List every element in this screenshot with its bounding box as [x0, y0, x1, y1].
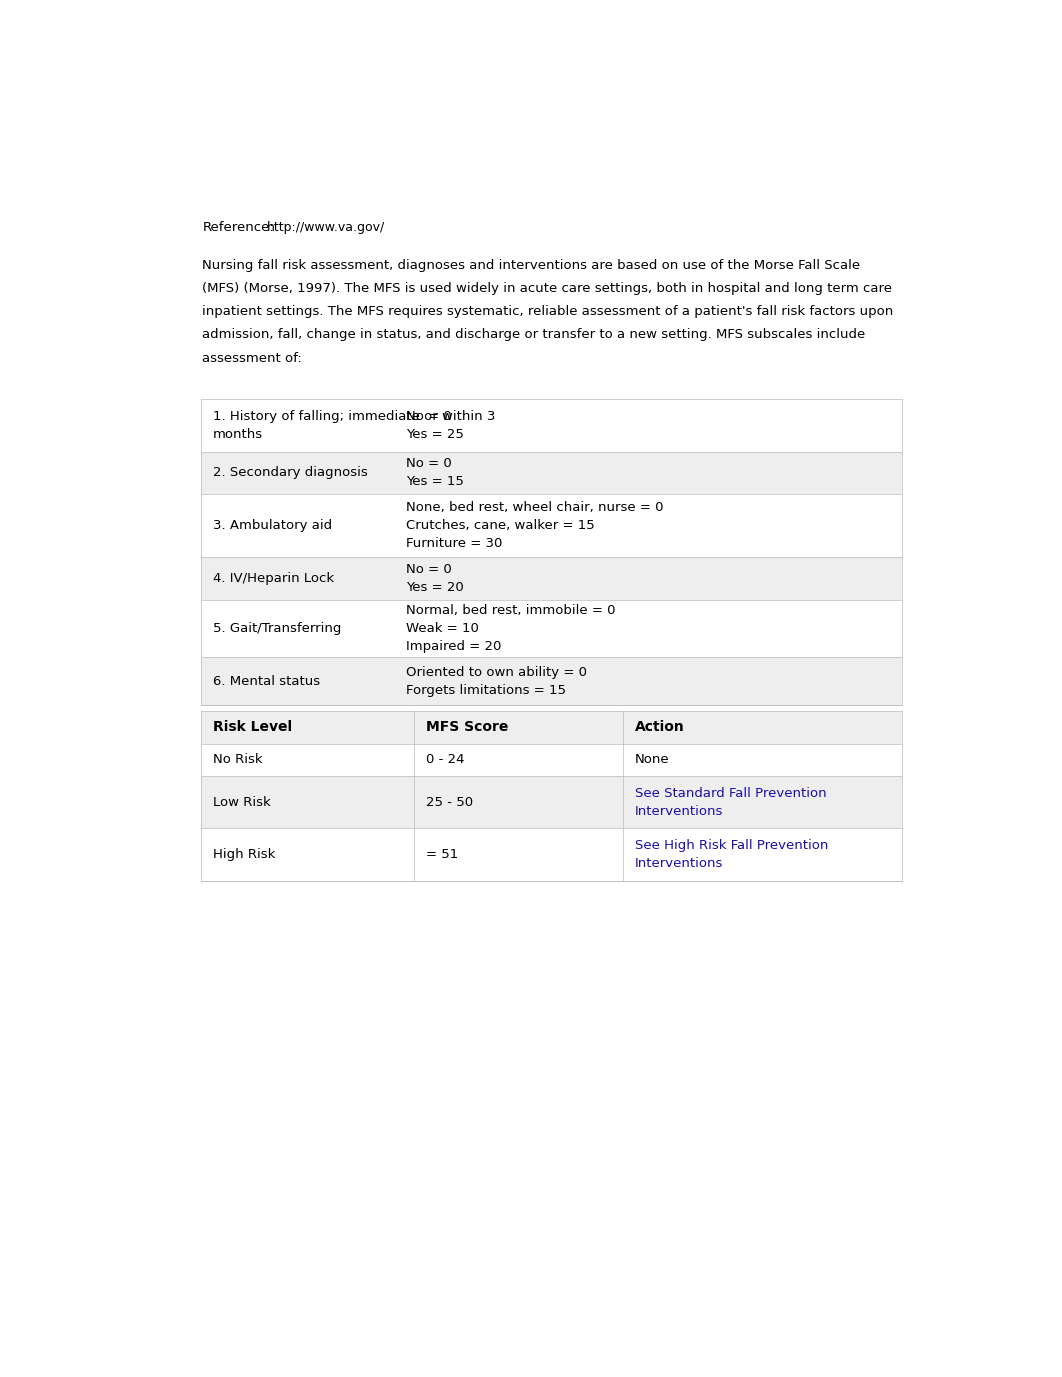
Bar	[201, 399, 902, 452]
Text: No = 0
Yes = 15: No = 0 Yes = 15	[407, 457, 464, 489]
Text: None, bed rest, wheel chair, nurse = 0
Crutches, cane, walker = 15
Furniture = 3: None, bed rest, wheel chair, nurse = 0 C…	[407, 501, 664, 549]
Text: 6. Mental status: 6. Mental status	[212, 675, 320, 687]
Bar	[201, 711, 902, 744]
Text: 2. Secondary diagnosis: 2. Secondary diagnosis	[212, 467, 367, 479]
Bar	[201, 399, 902, 705]
Bar	[201, 599, 902, 657]
Text: http://www.va.gov/: http://www.va.gov/	[267, 220, 386, 234]
Text: admission, fall, change in status, and discharge or transfer to a new setting. M: admission, fall, change in status, and d…	[203, 329, 866, 341]
Text: Reference:: Reference:	[203, 220, 274, 234]
Text: See High Risk Fall Prevention
Interventions: See High Risk Fall Prevention Interventi…	[635, 839, 828, 870]
Text: 3. Ambulatory aid: 3. Ambulatory aid	[212, 519, 331, 532]
Text: inpatient settings. The MFS requires systematic, reliable assessment of a patien: inpatient settings. The MFS requires sys…	[203, 306, 894, 318]
Text: 0 - 24: 0 - 24	[426, 753, 464, 766]
Text: See Standard Fall Prevention
Interventions: See Standard Fall Prevention Interventio…	[635, 786, 826, 818]
Text: assessment of:: assessment of:	[203, 351, 303, 365]
Bar	[201, 828, 902, 880]
Text: No = 0
Yes = 25: No = 0 Yes = 25	[407, 410, 464, 441]
Text: No = 0
Yes = 20: No = 0 Yes = 20	[407, 563, 464, 593]
Text: 5. Gait/Transferring: 5. Gait/Transferring	[212, 622, 341, 635]
Bar	[201, 494, 902, 558]
Text: Oriented to own ability = 0
Forgets limitations = 15: Oriented to own ability = 0 Forgets limi…	[407, 665, 587, 697]
Text: Risk Level: Risk Level	[212, 720, 292, 734]
Text: 25 - 50: 25 - 50	[426, 796, 473, 808]
Text: MFS Score: MFS Score	[426, 720, 508, 734]
Text: None: None	[635, 753, 669, 766]
Text: 4. IV/Heparin Lock: 4. IV/Heparin Lock	[212, 571, 333, 585]
Text: Action: Action	[635, 720, 685, 734]
Text: High Risk: High Risk	[212, 848, 275, 861]
Text: = 51: = 51	[426, 848, 458, 861]
Text: 1. History of falling; immediate or within 3
months: 1. History of falling; immediate or with…	[212, 410, 495, 441]
Text: Nursing fall risk assessment, diagnoses and interventions are based on use of th: Nursing fall risk assessment, diagnoses …	[203, 259, 860, 273]
Bar	[201, 744, 902, 775]
Text: No Risk: No Risk	[212, 753, 262, 766]
Text: Low Risk: Low Risk	[212, 796, 271, 808]
Text: (MFS) (Morse, 1997). The MFS is used widely in acute care settings, both in hosp: (MFS) (Morse, 1997). The MFS is used wid…	[203, 282, 892, 295]
Text: Normal, bed rest, immobile = 0
Weak = 10
Impaired = 20: Normal, bed rest, immobile = 0 Weak = 10…	[407, 605, 616, 653]
Bar	[201, 775, 902, 828]
